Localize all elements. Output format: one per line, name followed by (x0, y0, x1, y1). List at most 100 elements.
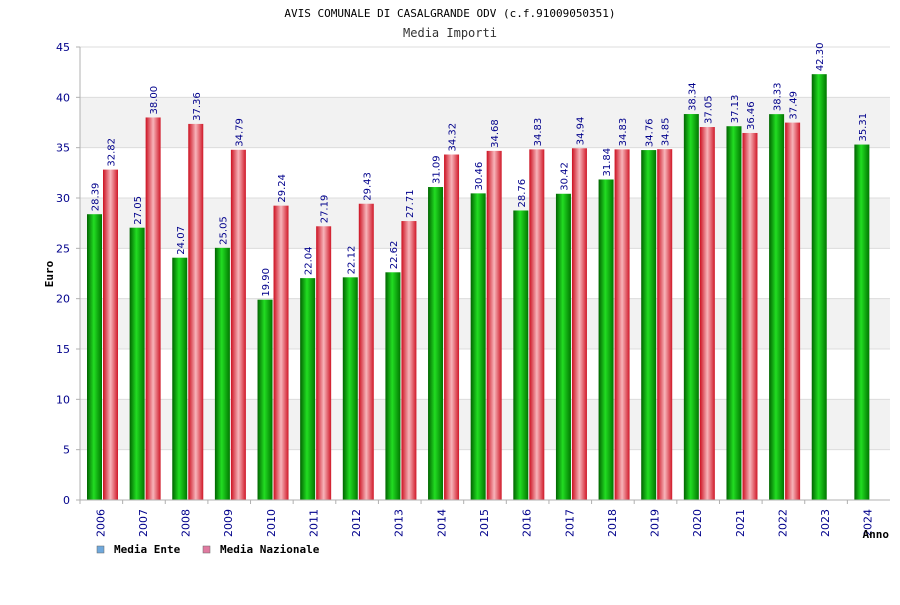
data-label-media-nazionale-2009: 34.79 (234, 118, 245, 147)
bar-media-nazionale-2008 (188, 123, 204, 500)
x-tick-label: 2007 (137, 509, 150, 537)
x-tick-label: 2020 (691, 509, 704, 537)
data-label-media-ente-2021: 37.13 (730, 95, 741, 124)
bar-media-nazionale-2016 (529, 149, 545, 501)
x-tick-label: 2006 (94, 509, 107, 537)
data-label-media-ente-2010: 19.90 (261, 268, 272, 297)
x-tick-label: 2021 (734, 509, 747, 537)
y-tick-label: 20 (56, 293, 70, 306)
data-label-media-nazionale-2013: 27.71 (405, 189, 416, 218)
data-label-media-nazionale-2021: 36.46 (746, 101, 757, 130)
bar-media-ente-2015 (470, 193, 486, 501)
data-label-media-ente-2018: 31.84 (602, 148, 613, 177)
chart-subtitle: Media Importi (403, 26, 497, 40)
bars-group (87, 74, 870, 501)
y-tick-label: 35 (56, 142, 70, 155)
y-axis-ticks: 0 5 10 15 20 25 30 35 40 45 (56, 41, 80, 507)
legend-swatch-nazionale (202, 545, 211, 554)
x-tick-label: 2024 (862, 509, 875, 537)
y-tick-label: 15 (56, 343, 70, 356)
y-tick-label: 10 (56, 393, 70, 406)
data-label-media-ente-2015: 30.46 (474, 162, 485, 191)
data-label-media-nazionale-2017: 34.94 (575, 117, 586, 146)
data-label-media-nazionale-2016: 34.83 (533, 118, 544, 147)
bar-media-ente-2021 (726, 126, 742, 500)
x-tick-label: 2016 (521, 509, 534, 537)
x-tick-label: 2009 (222, 509, 235, 537)
bar-media-ente-2006 (87, 214, 102, 500)
bar-media-nazionale-2017 (571, 148, 587, 500)
bar-media-ente-2024 (854, 144, 870, 500)
y-tick-label: 0 (63, 494, 70, 507)
x-tick-label: 2017 (563, 509, 576, 537)
x-tick-label: 2008 (180, 509, 193, 537)
bar-media-ente-2020 (683, 114, 699, 500)
bar-media-ente-2014 (428, 187, 444, 500)
data-label-media-ente-2020: 38.34 (687, 82, 698, 111)
bar-media-ente-2012 (342, 277, 358, 500)
data-label-media-nazionale-2020: 37.05 (703, 95, 714, 124)
data-label-media-nazionale-2007: 38.00 (149, 86, 160, 115)
bar-media-nazionale-2006 (103, 169, 118, 500)
x-tick-label: 2013 (393, 509, 406, 537)
x-tick-label: 2022 (776, 509, 789, 537)
bar-media-ente-2023 (811, 74, 827, 501)
bar-media-nazionale-2012 (358, 203, 374, 500)
data-label-media-ente-2009: 25.05 (218, 216, 229, 245)
legend-swatch-ente (96, 545, 105, 554)
x-tick-label: 2023 (819, 509, 832, 537)
data-label-media-ente-2023: 42.30 (815, 43, 826, 72)
data-label-media-ente-2006: 28.39 (91, 183, 102, 212)
bar-media-nazionale-2011 (316, 226, 332, 500)
x-tick-label: 2011 (307, 509, 320, 537)
data-label-media-nazionale-2006: 32.82 (107, 138, 118, 167)
x-tick-label: 2015 (478, 509, 491, 537)
bar-media-nazionale-2015 (486, 150, 502, 500)
bar-media-ente-2008 (172, 257, 188, 500)
y-tick-label: 40 (56, 91, 70, 104)
bar-media-ente-2007 (129, 227, 145, 501)
bar-media-ente-2017 (555, 193, 571, 500)
x-tick-label: 2010 (265, 509, 278, 537)
data-label-media-ente-2013: 22.62 (389, 241, 400, 270)
x-tick-label: 2018 (606, 509, 619, 537)
y-tick-label: 30 (56, 192, 70, 205)
data-label-media-nazionale-2018: 34.83 (618, 118, 629, 147)
bar-media-ente-2011 (300, 278, 316, 500)
x-axis-label: Anno (863, 528, 890, 541)
data-label-media-nazionale-2022: 37.49 (789, 91, 800, 120)
bar-media-nazionale-2018 (614, 149, 630, 501)
data-label-media-nazionale-2008: 37.36 (192, 92, 203, 121)
data-label-media-ente-2014: 31.09 (432, 155, 443, 184)
data-label-media-ente-2007: 27.05 (133, 196, 144, 225)
y-axis-label: Euro (43, 260, 56, 287)
data-label-media-nazionale-2012: 29.43 (362, 172, 373, 201)
bar-media-ente-2009 (214, 247, 230, 500)
bar-media-nazionale-2007 (145, 117, 161, 500)
x-tick-label: 2019 (649, 509, 662, 537)
x-tick-label: 2012 (350, 509, 363, 537)
chart-title: AVIS COMUNALE DI CASALGRANDE ODV (c.f.91… (284, 7, 615, 20)
data-label-media-ente-2011: 22.04 (304, 246, 315, 275)
bar-media-ente-2019 (641, 150, 657, 500)
data-label-media-nazionale-2015: 34.68 (490, 119, 501, 148)
x-axis-ticks: 2006 2007 2008 2009 2010 2011 2012 2013 2014 2015… (79, 500, 875, 537)
data-label-media-ente-2022: 38.33 (773, 83, 784, 112)
bar-media-ente-2018 (598, 179, 614, 500)
bar-media-nazionale-2010 (273, 205, 289, 500)
grid-band (80, 47, 890, 98)
y-tick-label: 25 (56, 242, 70, 255)
bar-media-nazionale-2014 (444, 154, 460, 500)
data-label-media-ente-2012: 22.12 (346, 246, 357, 275)
bar-media-nazionale-2019 (657, 149, 673, 500)
legend-label-ente: Media Ente (114, 543, 181, 556)
x-tick-label: 2014 (435, 509, 448, 537)
data-label-media-ente-2008: 24.07 (176, 226, 187, 255)
bar-media-nazionale-2021 (742, 132, 758, 500)
data-label-media-ente-2019: 34.76 (645, 118, 656, 147)
bar-media-ente-2010 (257, 299, 273, 500)
bar-media-nazionale-2020 (699, 127, 715, 500)
bar-media-nazionale-2022 (785, 122, 801, 500)
data-label-media-nazionale-2011: 27.19 (320, 195, 331, 224)
